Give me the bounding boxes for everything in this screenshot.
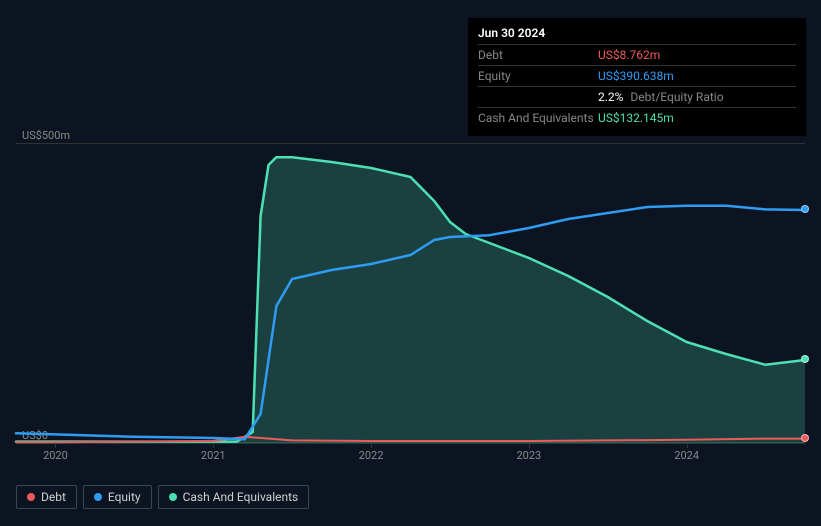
x-axis-tick <box>213 443 214 448</box>
legend-label: Equity <box>108 490 141 504</box>
tooltip-value: US$390.638m <box>598 69 796 83</box>
tooltip-value: 2.2% Debt/Equity Ratio <box>598 90 796 104</box>
legend-dot-icon <box>169 493 177 501</box>
cash-end-dot <box>801 355 809 363</box>
x-axis-tick <box>371 443 372 448</box>
tooltip-value: US$8.762m <box>598 48 796 62</box>
legend-label: Cash And Equivalents <box>183 490 299 504</box>
legend-dot-icon <box>94 493 102 501</box>
x-axis-label: 2021 <box>201 449 226 462</box>
x-axis-label: 2024 <box>674 449 699 462</box>
x-axis-tick <box>529 443 530 448</box>
legend-item-cash-and-equivalents[interactable]: Cash And Equivalents <box>158 485 310 509</box>
y-axis-label: US$500m <box>22 129 70 142</box>
data-tooltip: Jun 30 2024 DebtUS$8.762mEquityUS$390.63… <box>468 18 806 136</box>
x-axis-label: 2020 <box>43 449 68 462</box>
legend-label: Debt <box>41 490 66 504</box>
tooltip-date: Jun 30 2024 <box>478 26 796 40</box>
chart-legend: Debt Equity Cash And Equivalents <box>16 485 309 509</box>
tooltip-label: Cash And Equivalents <box>478 111 598 125</box>
tooltip-value: US$132.145m <box>598 111 796 125</box>
x-axis-tick <box>55 443 56 448</box>
debt-end-dot <box>801 434 809 442</box>
tooltip-label: Equity <box>478 69 598 83</box>
plot-area <box>16 143 805 443</box>
balance-chart: US$500mUS$0 20202021202220232024 <box>16 125 805 475</box>
tooltip-row: EquityUS$390.638m <box>478 65 796 86</box>
equity-end-dot <box>801 205 809 213</box>
tooltip-row: DebtUS$8.762m <box>478 44 796 65</box>
legend-dot-icon <box>27 493 35 501</box>
cash-area <box>16 157 805 444</box>
x-axis-label: 2023 <box>516 449 541 462</box>
x-axis-tick <box>687 443 688 448</box>
tooltip-label <box>478 90 598 104</box>
legend-item-debt[interactable]: Debt <box>16 485 77 509</box>
tooltip-label: Debt <box>478 48 598 62</box>
tooltip-row: 2.2% Debt/Equity Ratio <box>478 86 796 107</box>
tooltip-row: Cash And EquivalentsUS$132.145m <box>478 107 796 128</box>
legend-item-equity[interactable]: Equity <box>83 485 152 509</box>
x-axis-label: 2022 <box>359 449 384 462</box>
